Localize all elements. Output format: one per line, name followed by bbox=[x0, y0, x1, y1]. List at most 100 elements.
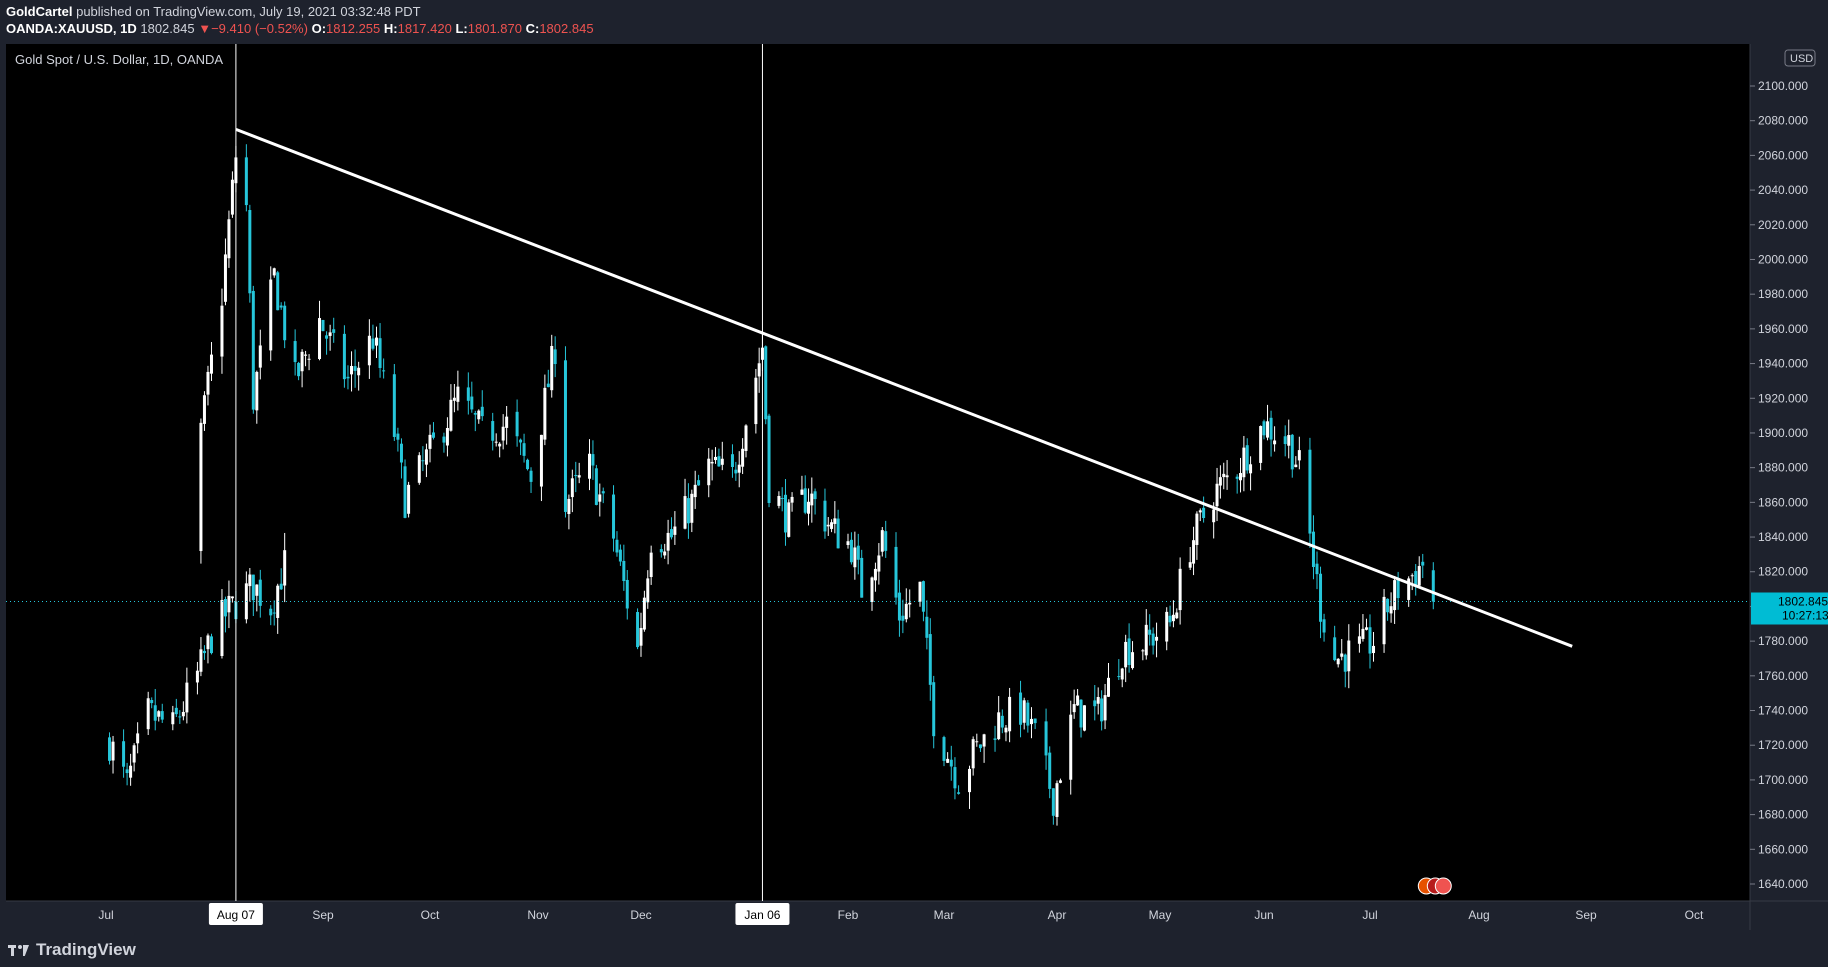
symbol-label[interactable]: OANDA:XAUUSD, 1D bbox=[6, 21, 137, 36]
candle-down bbox=[1245, 445, 1249, 471]
candle-up bbox=[1225, 475, 1229, 478]
candle-up bbox=[199, 649, 203, 672]
candle-up bbox=[550, 345, 554, 391]
candle-down bbox=[686, 498, 690, 524]
candle-down bbox=[519, 439, 523, 443]
time-tick-label: Aug bbox=[1468, 908, 1489, 922]
candle-up bbox=[693, 484, 697, 498]
highlight-date-badge bbox=[735, 903, 790, 925]
candle-down bbox=[297, 362, 301, 377]
time-tick-label: Oct bbox=[421, 908, 440, 922]
last-price: 1802.845 bbox=[140, 21, 195, 36]
candle-up bbox=[206, 635, 210, 650]
candle-up bbox=[1287, 435, 1291, 446]
brand[interactable]: TradingView bbox=[8, 940, 136, 960]
price-tick-label: 2080.000 bbox=[1758, 114, 1808, 128]
price-tick-label: 1640.000 bbox=[1758, 877, 1808, 891]
candle-up bbox=[146, 698, 150, 730]
candle-up bbox=[505, 416, 509, 428]
candle-down bbox=[325, 335, 329, 339]
candle-down bbox=[1235, 476, 1239, 479]
candle-up bbox=[754, 377, 758, 425]
candle-down bbox=[1386, 598, 1390, 613]
candle-down bbox=[431, 432, 435, 438]
candle-up bbox=[757, 363, 761, 377]
candle-up bbox=[1155, 636, 1159, 641]
candle-up bbox=[206, 371, 210, 395]
candle-down bbox=[371, 338, 375, 349]
time-axis[interactable]: Jul Aug 07 Sep Oct Nov Dec Jan 06 Feb Mar Apr May J… bbox=[98, 903, 1704, 925]
price-tick-label: 2100.000 bbox=[1758, 79, 1808, 93]
price-tick-label: 1940.000 bbox=[1758, 357, 1808, 371]
candle-up bbox=[539, 434, 543, 487]
candle-down bbox=[957, 792, 961, 794]
time-tick-label: Nov bbox=[527, 908, 548, 922]
candle-up bbox=[304, 354, 308, 356]
candle-down bbox=[122, 741, 126, 767]
highlight-date-badge bbox=[208, 903, 263, 925]
candle-down bbox=[1269, 417, 1273, 440]
candle-up bbox=[833, 518, 837, 524]
candle-down bbox=[1000, 715, 1004, 728]
candle-up bbox=[1107, 677, 1110, 697]
candle-up bbox=[1188, 562, 1192, 568]
candle-down bbox=[860, 557, 864, 598]
publisher-name[interactable]: GoldCartel bbox=[6, 4, 73, 19]
candle-down bbox=[574, 475, 578, 477]
price-chart[interactable]: 1640.000 1660.000 1680.000 1700.000 1720.000… bbox=[0, 0, 1828, 932]
candle-down bbox=[1048, 752, 1052, 789]
candle-up bbox=[477, 410, 481, 420]
candle-down bbox=[901, 615, 905, 621]
candle-up bbox=[1195, 513, 1199, 545]
time-tick-label: Feb bbox=[838, 908, 859, 922]
candle-up bbox=[350, 365, 354, 375]
candle-down bbox=[378, 338, 382, 368]
candle-down bbox=[659, 549, 663, 553]
candle-up bbox=[498, 443, 502, 447]
candle-down bbox=[209, 636, 213, 654]
candle-down bbox=[803, 488, 807, 513]
candle-up bbox=[276, 585, 280, 618]
candle-up bbox=[1141, 650, 1145, 652]
candle-up bbox=[227, 595, 231, 613]
candle-up bbox=[1178, 568, 1182, 611]
symbol-info: OANDA:XAUUSD, 1D 1802.845 ▼−9.410 (−0.52… bbox=[6, 21, 594, 36]
candle-up bbox=[1242, 447, 1246, 478]
candle-up bbox=[258, 345, 262, 368]
price-tick-label: 1980.000 bbox=[1758, 287, 1808, 301]
candle-down bbox=[942, 737, 946, 761]
overlays-group bbox=[6, 44, 1750, 901]
down-arrow-icon: ▼ bbox=[198, 21, 212, 36]
candle-up bbox=[570, 478, 574, 498]
candle-down bbox=[1315, 563, 1319, 575]
candle-up bbox=[880, 530, 884, 552]
time-tick-label: Dec bbox=[630, 908, 651, 922]
currency-badge-label: USD bbox=[1790, 53, 1813, 65]
candle-down bbox=[1343, 654, 1347, 672]
candle-up bbox=[1008, 696, 1012, 732]
price-tick-label: 1680.000 bbox=[1758, 808, 1808, 822]
chart-title: Gold Spot / U.S. Dollar, 1D, OANDA bbox=[15, 52, 223, 67]
candle-up bbox=[269, 279, 273, 351]
candle-down bbox=[223, 599, 227, 617]
candle-down bbox=[563, 360, 567, 512]
candle-down bbox=[279, 305, 283, 308]
candle-down bbox=[993, 738, 997, 740]
candle-down bbox=[421, 460, 425, 462]
candle-down bbox=[150, 700, 154, 704]
time-tick-label: Mar bbox=[934, 908, 955, 922]
price-tick-label: 2060.000 bbox=[1758, 148, 1808, 162]
candle-down bbox=[108, 737, 112, 761]
price-axis[interactable]: 1640.000 1660.000 1680.000 1700.000 1720.000… bbox=[1750, 49, 1828, 891]
candle-up bbox=[1273, 440, 1277, 445]
candle-down bbox=[697, 480, 701, 486]
current-price-label: 1802.845 bbox=[1778, 594, 1828, 608]
currency-badge bbox=[1784, 49, 1816, 67]
price-tick-label: 2020.000 bbox=[1758, 218, 1808, 232]
plot-area[interactable] bbox=[6, 44, 1750, 901]
price-tick-label: 1900.000 bbox=[1758, 426, 1808, 440]
candle-down bbox=[1168, 615, 1172, 623]
candle-down bbox=[622, 560, 626, 582]
published-text: published on TradingView.com, July 19, 2… bbox=[76, 4, 421, 19]
candle-up bbox=[710, 461, 714, 464]
